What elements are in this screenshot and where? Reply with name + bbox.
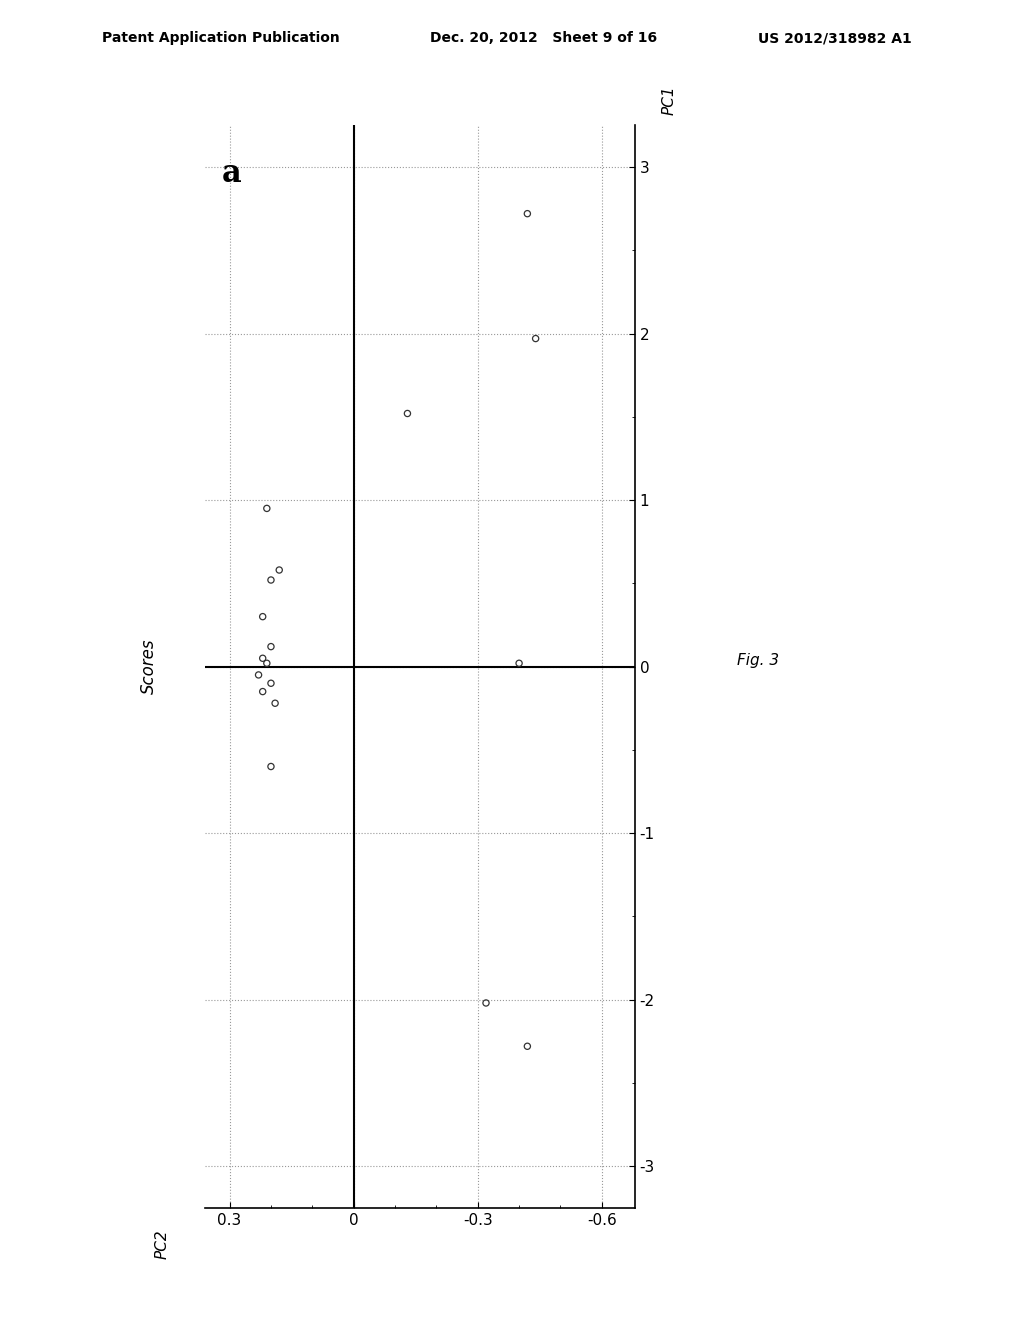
Point xyxy=(263,569,280,590)
Point xyxy=(251,664,267,685)
Text: Scores: Scores xyxy=(140,639,158,694)
Text: Dec. 20, 2012   Sheet 9 of 16: Dec. 20, 2012 Sheet 9 of 16 xyxy=(430,32,657,45)
Point xyxy=(263,673,280,694)
Point xyxy=(271,560,288,581)
Text: Fig. 3: Fig. 3 xyxy=(737,652,779,668)
Point xyxy=(519,203,536,224)
Text: PC1: PC1 xyxy=(662,84,677,115)
Point xyxy=(478,993,495,1014)
Point xyxy=(255,681,271,702)
Text: a: a xyxy=(222,158,242,189)
Point xyxy=(259,498,275,519)
Point xyxy=(519,1036,536,1057)
Point xyxy=(263,636,280,657)
Point xyxy=(527,327,544,348)
Point xyxy=(259,652,275,673)
Text: PC2: PC2 xyxy=(155,1229,169,1259)
Text: Patent Application Publication: Patent Application Publication xyxy=(102,32,340,45)
Point xyxy=(255,606,271,627)
Point xyxy=(263,756,280,777)
Point xyxy=(399,403,416,424)
Point xyxy=(511,652,527,673)
Point xyxy=(255,648,271,669)
Text: US 2012/318982 A1: US 2012/318982 A1 xyxy=(758,32,911,45)
Point xyxy=(267,693,284,714)
